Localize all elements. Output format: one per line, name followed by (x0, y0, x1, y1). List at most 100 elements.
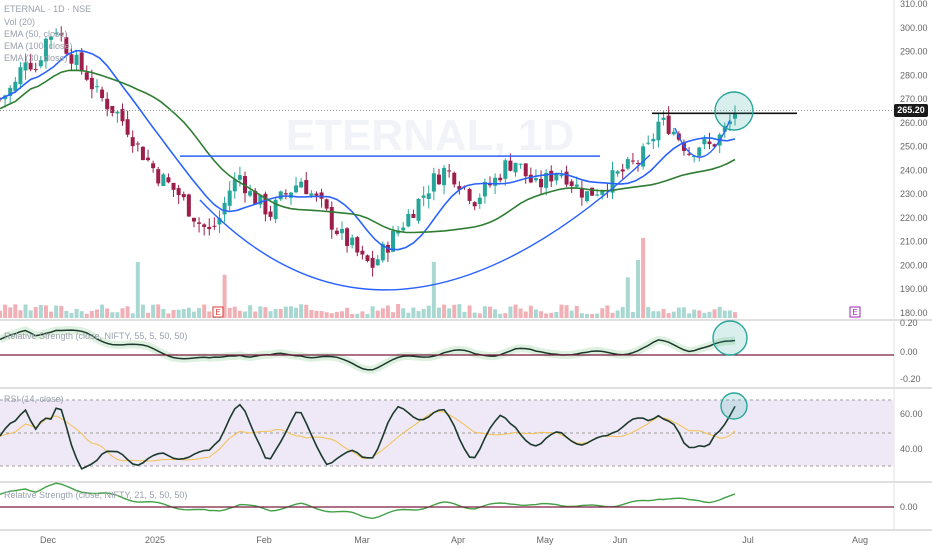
volume-bar (304, 304, 309, 318)
candle-body (263, 193, 268, 215)
volume-bar (482, 306, 487, 318)
candle-body (110, 105, 115, 114)
volume-bar (23, 304, 28, 318)
volume-bar (447, 308, 452, 318)
time-axis-tick: Dec (40, 535, 57, 545)
candle-body (733, 112, 737, 119)
volume-bar (89, 310, 94, 318)
volume-bar (533, 309, 538, 318)
rsi-axis-tick: 40.00 (900, 444, 923, 454)
rsi-highlight-circle (720, 392, 748, 420)
volume-bar (462, 311, 467, 318)
candle-body (600, 190, 605, 195)
volume-bar (579, 313, 584, 318)
volume-bar (243, 311, 247, 318)
candle-body (651, 138, 656, 142)
volume-bar (493, 309, 498, 318)
legend-rs21: Relative Strength (close, NIFTY, 21, 5, … (4, 490, 188, 500)
rs55-axis-tick: 0.00 (900, 347, 918, 357)
price-axis-tick: 210.00 (900, 237, 928, 247)
volume-bar (630, 311, 635, 318)
volume-bar (49, 311, 54, 318)
candle-body (661, 117, 666, 120)
candle-body (380, 243, 385, 261)
candle-body (488, 183, 492, 186)
candle-body (120, 109, 125, 122)
volume-bar (615, 310, 620, 318)
candle-body (334, 230, 339, 235)
volume-bar (324, 312, 329, 318)
candle-body (636, 162, 641, 164)
candle-body (595, 194, 600, 196)
volume-bar (625, 277, 630, 318)
volume-bar (641, 238, 646, 318)
volume-bar (171, 309, 176, 318)
volume-bar (600, 308, 605, 318)
candle-body (370, 257, 375, 268)
candle-body (360, 250, 365, 255)
volume-bar (610, 312, 615, 318)
candle-body (528, 174, 533, 183)
time-axis-tick: May (536, 535, 554, 545)
candle-body (8, 87, 13, 97)
volume-bar (130, 313, 135, 318)
volume-bar (166, 313, 171, 318)
candle-body (176, 188, 181, 196)
candle-body (69, 54, 74, 64)
volume-bar (528, 305, 533, 318)
candle-body (579, 187, 584, 198)
volume-bar (105, 308, 110, 318)
candle-body (258, 194, 263, 205)
legend-ema50: EMA (50, close) (4, 29, 68, 39)
volume-bar (181, 309, 186, 318)
candle-body (625, 159, 630, 169)
candle-body (181, 194, 186, 198)
candle-body (232, 179, 237, 192)
candle-body (584, 191, 589, 202)
volume-bar (518, 308, 523, 318)
volume-bar (523, 311, 528, 318)
rs55-line (0, 329, 736, 371)
volume-bar (442, 304, 447, 318)
volume-bar (431, 261, 436, 318)
volume-bar (125, 306, 130, 318)
volume-bar (503, 313, 508, 318)
candle-body (89, 77, 94, 90)
candle-body (559, 175, 564, 177)
candle-body (207, 226, 212, 230)
volume-bar (457, 304, 462, 318)
price-axis-tick: 270.00 (900, 94, 928, 104)
candle-body (539, 178, 544, 188)
candle-body (712, 144, 717, 147)
volume-bar (421, 308, 426, 318)
candle-body (482, 181, 487, 197)
volume-bar (401, 308, 406, 318)
volume-bar (676, 307, 681, 318)
candle-body (156, 169, 161, 184)
volume-bar (28, 310, 33, 318)
legend-ema30: EMA (30, close) (4, 53, 68, 63)
candle-body (533, 178, 538, 181)
candle-body (365, 255, 370, 261)
volume-bar (727, 310, 732, 318)
candle-body (345, 228, 350, 246)
volume-bar (146, 312, 151, 318)
volume-bar (544, 313, 549, 318)
volume-bar (391, 312, 396, 318)
candle-body (294, 185, 299, 193)
rsi-axis-tick: 60.00 (900, 409, 923, 419)
volume-bar (8, 307, 13, 318)
volume-bar (508, 306, 513, 318)
cup-curve (199, 154, 651, 291)
candle-body (564, 171, 569, 185)
earnings-marker: E (215, 308, 220, 317)
candle-body (447, 170, 452, 172)
volume-bar (707, 311, 712, 318)
price-axis-tick: 220.00 (900, 213, 928, 223)
volume-bar (94, 309, 99, 318)
volume-bar (661, 308, 666, 318)
volume-bar (564, 305, 569, 318)
candle-body (401, 227, 406, 231)
volume-bar (396, 304, 401, 318)
